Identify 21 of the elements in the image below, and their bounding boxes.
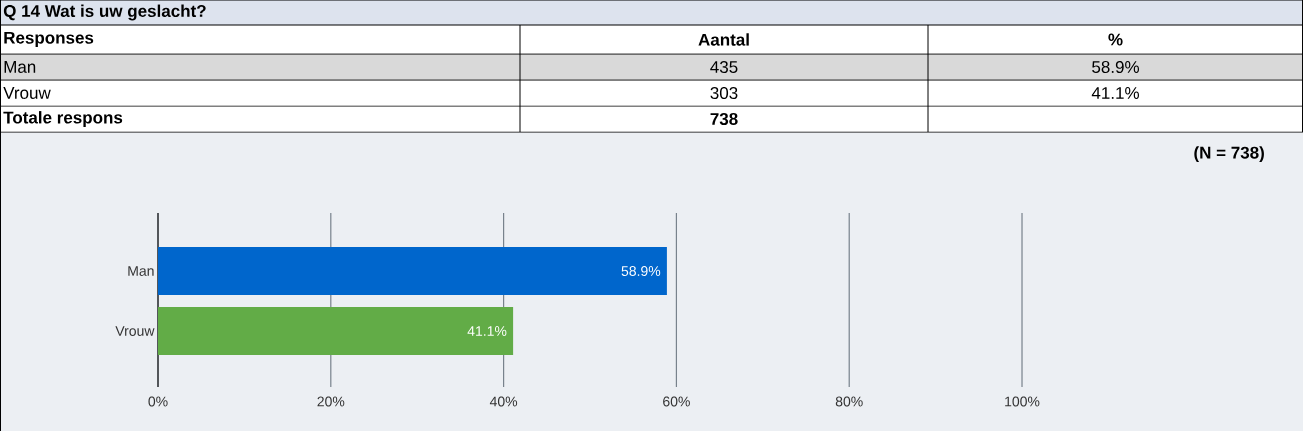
data-label: 41.1% — [467, 326, 507, 336]
data-label: 58.9% — [621, 266, 661, 276]
x-tick-label: 0% — [148, 396, 168, 407]
text: Responses — [4, 31, 94, 48]
text: 58.9% — [1092, 60, 1139, 74]
text: Aantal — [698, 33, 749, 46]
x-tick-label: 20% — [317, 396, 345, 407]
chart-title: Q 14 Wat is uw geslacht? — [3, 4, 206, 21]
text: 435 — [710, 60, 738, 74]
text: % — [1108, 33, 1123, 46]
text: 738 — [710, 112, 738, 126]
text: Totale respons — [3, 111, 123, 127]
text: 303 — [710, 86, 738, 100]
text: (N = 738) — [1194, 146, 1264, 163]
x-tick-label: 60% — [663, 396, 690, 407]
text: 41.1% — [1091, 87, 1139, 99]
x-tick-label: 100% — [1005, 396, 1040, 407]
x-tick-label: 80% — [835, 396, 863, 407]
category-label: Vrouw — [3, 87, 51, 99]
category-label: Man — [4, 61, 36, 73]
x-tick-label: 40% — [489, 396, 518, 407]
